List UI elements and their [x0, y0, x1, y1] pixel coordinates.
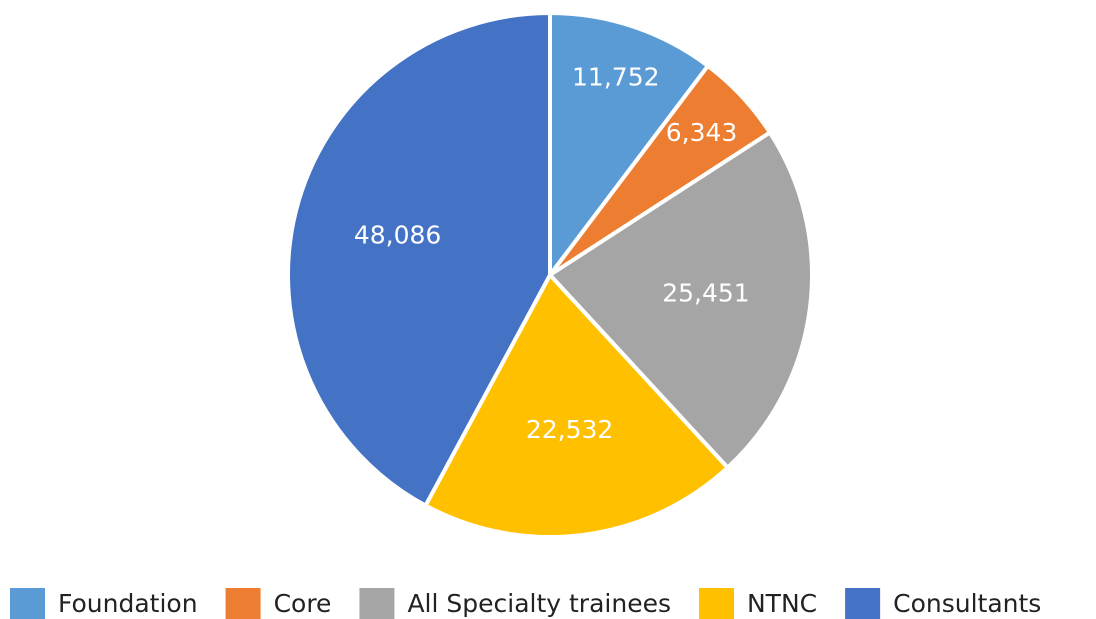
- data-label: 48,086: [354, 220, 441, 249]
- pie-slice: [423, 273, 730, 539]
- legend-swatch: [359, 588, 395, 619]
- legend-swatch: [698, 588, 734, 619]
- legend-swatch: [225, 588, 261, 619]
- data-label: 11,752: [572, 63, 659, 92]
- data-label: 22,532: [526, 415, 613, 444]
- legend-label: NTNC: [747, 589, 817, 618]
- legend-label: Foundation: [58, 589, 198, 618]
- legend-swatch: [10, 588, 45, 619]
- legend-swatch: [845, 588, 881, 619]
- pie-slice: [548, 130, 814, 470]
- data-label: 25,451: [662, 279, 749, 308]
- legend-label: All Specialty trainees: [407, 589, 671, 618]
- pie-slice: [286, 11, 552, 508]
- legend-label: Consultants: [893, 589, 1041, 618]
- legend-label: Core: [274, 589, 332, 618]
- data-label: 6,343: [666, 118, 738, 147]
- pie-slice: [548, 11, 710, 277]
